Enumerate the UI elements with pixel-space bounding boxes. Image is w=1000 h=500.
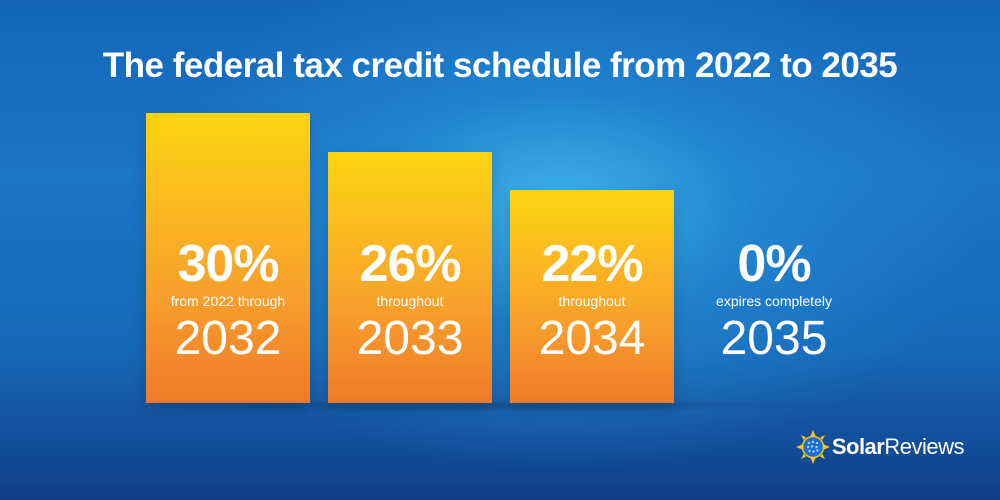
bar-label-2032: 30% from 2022 through 2032 bbox=[145, 236, 311, 366]
category-label: 2032 bbox=[174, 312, 282, 365]
baseline-shadow bbox=[120, 398, 880, 412]
value-label: 30% bbox=[177, 235, 279, 293]
bar-2033 bbox=[328, 152, 492, 403]
sub-label: throughout bbox=[376, 293, 444, 309]
chart-title: The federal tax credit schedule from 202… bbox=[102, 46, 898, 85]
bar-2034 bbox=[510, 190, 674, 403]
bar-label-2035: 0% expires completely 2035 bbox=[691, 236, 857, 366]
category-label: 2034 bbox=[538, 312, 646, 365]
value-label: 22% bbox=[541, 235, 643, 293]
sub-label: from 2022 through bbox=[170, 293, 286, 309]
logo-text-bold: Solar bbox=[831, 434, 885, 459]
solarreviews-logo: Solar Reviews bbox=[795, 430, 964, 464]
bar-label-2034: 22% throughout 2034 bbox=[509, 236, 675, 366]
sub-label: expires completely bbox=[716, 293, 832, 309]
bar-label-2033: 26% throughout 2033 bbox=[327, 236, 493, 366]
bar-2032 bbox=[146, 113, 310, 403]
category-label: 2035 bbox=[720, 312, 828, 365]
sub-label: throughout bbox=[558, 293, 626, 309]
value-label: 26% bbox=[359, 235, 461, 293]
value-label: 0% bbox=[737, 235, 811, 293]
category-label: 2033 bbox=[356, 312, 464, 365]
logo-text-light: Reviews bbox=[884, 434, 964, 459]
sun-globe-icon bbox=[795, 430, 830, 464]
